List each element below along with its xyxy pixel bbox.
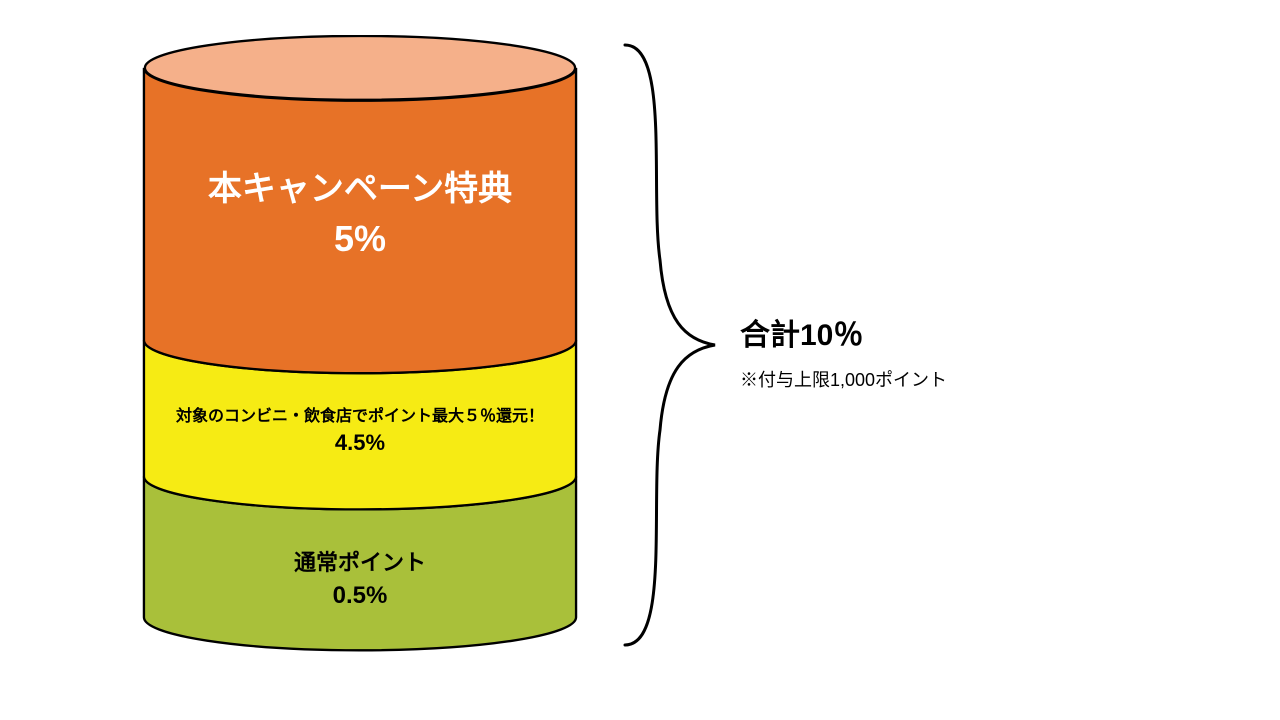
stacked-cylinder-chart: 本キャンペーン特典 5% 対象のコンビニ・飲食店でポイント最大５％還元！ 4.5… bbox=[130, 35, 590, 655]
segment-normal-points: 通常ポイント 0.5% bbox=[130, 505, 590, 655]
segment-3-percent: 0.5% bbox=[333, 579, 388, 613]
segment-1-label: 本キャンペーン特典 bbox=[208, 166, 512, 214]
summary-block: 合計10％ ※付与上限1,000ポイント bbox=[740, 310, 947, 392]
curly-brace-icon bbox=[615, 40, 735, 650]
segment-campaign-bonus: 本キャンペーン特典 5% bbox=[130, 70, 590, 360]
segment-2-percent: 4.5% bbox=[335, 428, 385, 459]
total-label: 合計10％ bbox=[740, 310, 947, 354]
total-note: ※付与上限1,000ポイント bbox=[740, 366, 947, 392]
segment-3-label: 通常ポイント bbox=[294, 548, 426, 579]
segment-convenience-bonus: 対象のコンビニ・飲食店でポイント最大５％還元！ 4.5% bbox=[130, 360, 590, 505]
segment-1-percent: 5% bbox=[334, 214, 386, 264]
segment-2-label: 対象のコンビニ・飲食店でポイント最大５％還元！ bbox=[176, 406, 544, 428]
